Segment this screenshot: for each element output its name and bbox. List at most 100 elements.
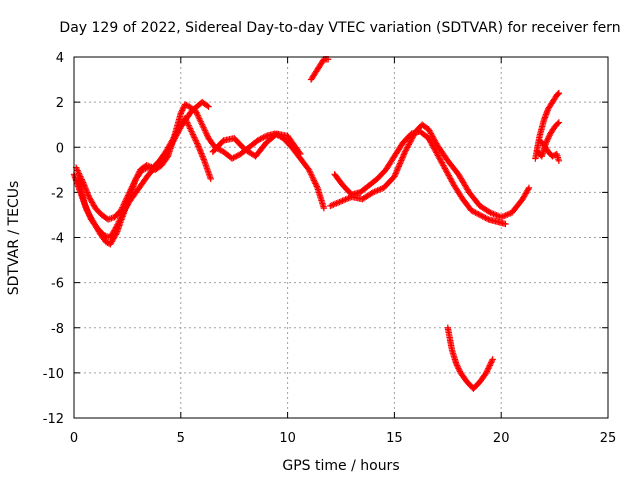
data-point	[525, 184, 533, 192]
data-point	[74, 167, 81, 174]
data-point	[184, 120, 192, 128]
data-point	[168, 141, 175, 148]
y-tick-label: -6	[51, 277, 64, 292]
data-point	[502, 220, 509, 228]
gridlines	[74, 57, 608, 418]
data-point	[205, 103, 212, 110]
data-point	[126, 189, 133, 196]
data-point	[199, 122, 207, 130]
data-point	[393, 167, 401, 174]
data-point	[134, 172, 141, 180]
data-point	[75, 168, 82, 176]
x-tick-label: 15	[386, 431, 403, 446]
data-point	[228, 155, 236, 162]
data-point	[330, 201, 337, 208]
x-tick-label: 20	[493, 431, 510, 446]
data-point	[127, 186, 135, 193]
data-point	[234, 152, 241, 159]
data-point	[198, 119, 205, 127]
data-point	[207, 175, 214, 183]
data-point	[173, 132, 180, 139]
data-point	[203, 130, 210, 137]
data-point	[372, 187, 380, 195]
y-tick-label: 0	[56, 141, 64, 156]
data-point	[75, 170, 83, 177]
data-point	[117, 213, 125, 221]
data-point	[392, 170, 399, 177]
data-point	[499, 213, 506, 220]
data-point	[399, 152, 407, 160]
data-point	[193, 138, 200, 146]
data-point	[73, 165, 81, 173]
data-point	[473, 210, 481, 217]
data-point	[175, 128, 182, 135]
data-point	[554, 91, 561, 98]
data-series-arc-1	[70, 101, 328, 248]
data-point	[320, 204, 328, 212]
data-point	[470, 208, 478, 216]
data-point	[544, 136, 551, 143]
data-point	[328, 202, 336, 209]
data-point	[310, 175, 317, 183]
data-point	[124, 193, 131, 201]
data-point	[179, 107, 186, 114]
data-point	[217, 147, 224, 154]
data-point	[204, 102, 211, 109]
data-point	[345, 194, 352, 202]
data-point	[555, 157, 563, 164]
data-point	[554, 120, 562, 127]
data-point	[191, 135, 199, 143]
data-point	[132, 177, 139, 184]
data-point	[491, 211, 499, 218]
data-point	[401, 150, 408, 157]
data-point	[258, 135, 266, 142]
data-point	[127, 187, 134, 195]
data-point	[311, 178, 318, 186]
data-point	[406, 139, 413, 147]
data-point	[116, 217, 123, 224]
data-point	[296, 149, 303, 156]
data-point	[308, 172, 316, 180]
data-point	[396, 161, 403, 169]
data-point	[395, 163, 402, 170]
data-series-arc-5	[307, 56, 332, 83]
data-point	[476, 211, 484, 219]
data-points	[70, 56, 563, 392]
data-point	[181, 101, 189, 108]
data-point	[173, 130, 181, 138]
data-point	[119, 210, 126, 218]
data-point	[504, 211, 511, 218]
data-point	[188, 128, 195, 135]
y-tick-label: -4	[51, 232, 64, 247]
data-point	[339, 197, 346, 204]
data-point	[455, 365, 462, 372]
y-tick-label: -2	[51, 186, 64, 201]
data-point	[490, 210, 497, 218]
data-point	[132, 175, 140, 183]
data-point	[483, 368, 491, 375]
data-point	[133, 174, 140, 181]
data-point	[169, 138, 177, 145]
data-point	[115, 218, 123, 225]
data-point	[130, 180, 138, 187]
data-point	[377, 185, 384, 193]
data-point	[396, 160, 404, 167]
data-point	[185, 122, 192, 129]
data-point	[404, 142, 412, 150]
data-point	[555, 119, 563, 126]
data-series-arc-2	[72, 114, 214, 223]
data-point	[475, 210, 482, 218]
data-point	[374, 187, 381, 194]
data-point	[524, 186, 532, 193]
data-point	[543, 138, 550, 145]
data-point	[129, 181, 137, 189]
data-point	[179, 105, 187, 113]
data-point	[131, 178, 138, 186]
data-point	[468, 207, 475, 214]
x-tick-label: 10	[279, 431, 296, 446]
data-point	[488, 357, 496, 365]
data-point	[128, 184, 135, 192]
data-point	[167, 142, 175, 149]
data-point	[407, 136, 415, 144]
data-point	[112, 224, 120, 231]
